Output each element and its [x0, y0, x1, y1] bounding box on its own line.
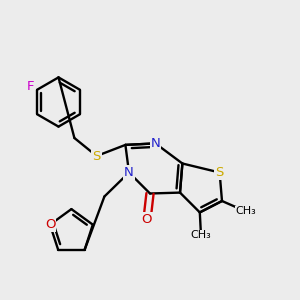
Text: F: F — [27, 80, 34, 93]
Text: S: S — [92, 149, 101, 163]
Text: O: O — [45, 218, 55, 231]
Text: O: O — [142, 213, 152, 226]
Text: N: N — [124, 166, 134, 179]
Text: CH₃: CH₃ — [236, 206, 256, 217]
Text: S: S — [215, 166, 224, 179]
Text: N: N — [151, 137, 160, 150]
Text: CH₃: CH₃ — [190, 230, 212, 241]
